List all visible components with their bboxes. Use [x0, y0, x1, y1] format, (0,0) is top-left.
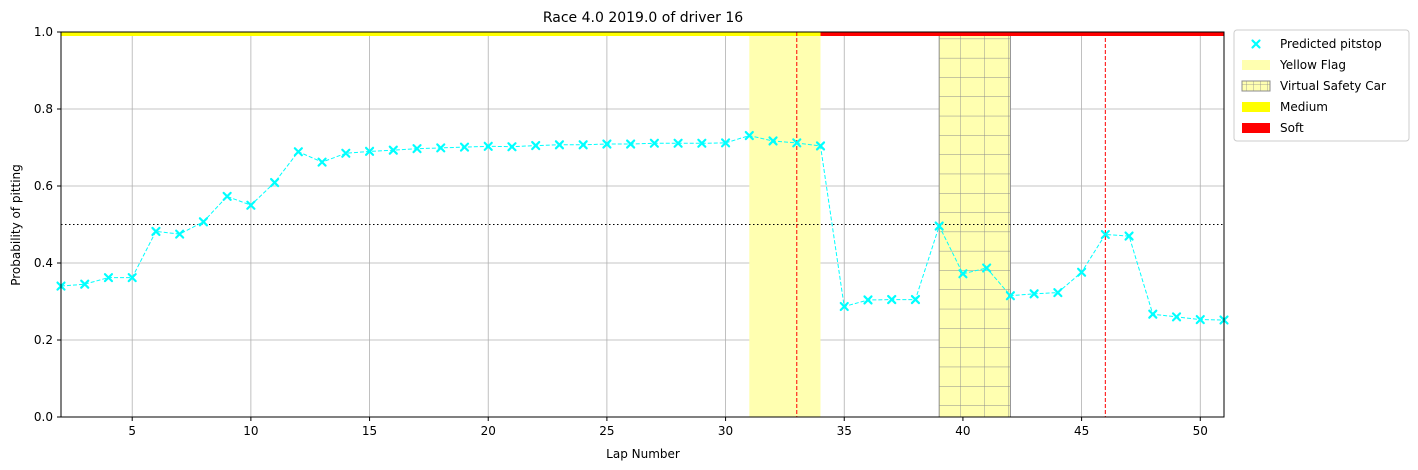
y-tick-label: 1.0 [34, 25, 53, 39]
plot-area: 5 10 15 20 25 30 35 40 45 50 0.0 0.2 0.4 0.6 0.8 1.0 [34, 25, 1229, 438]
x-tick-label: 40 [955, 424, 970, 438]
legend-swatch-virtual-safety-car [1241, 80, 1271, 92]
legend-label: Yellow Flag [1279, 58, 1346, 72]
x-tick-label: 25 [599, 424, 614, 438]
data-point [175, 229, 185, 239]
legend-label: Virtual Safety Car [1280, 79, 1386, 93]
data-point [1005, 291, 1015, 301]
data-point [483, 141, 493, 151]
data-point [103, 273, 114, 283]
data-point [720, 138, 731, 148]
legend-swatch-soft [1242, 123, 1270, 133]
data-point [1124, 231, 1134, 241]
data-point [198, 217, 209, 227]
data-point [863, 295, 873, 305]
y-tick-label: 0.4 [34, 256, 53, 270]
data-point [507, 142, 517, 152]
x-tick-label: 5 [128, 424, 136, 438]
legend-swatch-yellow-flag [1242, 60, 1270, 70]
x-tick-label: 35 [837, 424, 852, 438]
data-point [531, 140, 541, 151]
legend-marker-predicted-pitstop [1251, 39, 1261, 49]
data-point [151, 226, 161, 237]
y-tick-label: 0.6 [34, 179, 53, 193]
data-point [578, 140, 588, 150]
tyre-stint-medium [61, 32, 821, 36]
data-point [1195, 314, 1205, 325]
data-point [982, 263, 992, 273]
data-point [768, 136, 778, 146]
data-point [958, 269, 968, 279]
data-point [222, 191, 232, 201]
y-axis-label: Probability of pitting [9, 164, 23, 286]
data-point [887, 294, 897, 305]
data-point [744, 130, 754, 141]
series-line [60, 135, 1225, 321]
data-point [554, 140, 565, 150]
data-point [412, 144, 422, 154]
legend: Predicted pitstop Yellow Flag Virtual Safe… [1233, 29, 1410, 142]
data-point [459, 142, 470, 152]
x-tick-label: 45 [1074, 424, 1089, 438]
legend-frame [1233, 29, 1410, 142]
data-point [1171, 312, 1182, 322]
data-point [436, 143, 446, 153]
data-point [1100, 229, 1110, 240]
data-point [80, 279, 90, 289]
y-tick-label: 0.2 [34, 333, 53, 347]
axes-frame [60, 31, 1225, 418]
data-point [839, 301, 849, 312]
data-point [649, 138, 659, 148]
data-point [673, 138, 683, 148]
x-tick-label: 30 [718, 424, 733, 438]
x-tick-label: 10 [243, 424, 258, 438]
data-point [127, 273, 137, 283]
data-point [910, 294, 921, 305]
data-point [1029, 289, 1039, 299]
y-tick-label: 0.0 [34, 410, 53, 424]
data-point [364, 146, 375, 156]
y-tick-label: 0.8 [34, 102, 53, 116]
data-point [1148, 309, 1158, 319]
data-point [697, 138, 707, 148]
data-point [792, 138, 802, 148]
data-point [1053, 288, 1063, 298]
x-axis-label: Lap Number [606, 447, 680, 461]
data-point [246, 200, 256, 210]
data-point [602, 139, 612, 149]
legend-label: Predicted pitstop [1280, 37, 1382, 51]
data-point [934, 221, 944, 231]
data-point [1076, 267, 1087, 277]
data-point [270, 177, 280, 188]
data-point [388, 145, 398, 155]
chart-title: Race 4.0 2019.0 of driver 16 [543, 10, 743, 26]
x-tick-label: 50 [1193, 424, 1208, 438]
x-tick-label: 20 [481, 424, 496, 438]
tyre-stint-soft [820, 32, 1224, 36]
data-point [317, 157, 327, 167]
legend-swatch-medium [1242, 102, 1270, 112]
data-point [293, 147, 303, 157]
x-tick-label: 15 [362, 424, 377, 438]
legend-label: Soft [1280, 121, 1304, 135]
data-point [341, 148, 351, 158]
data-point [626, 139, 636, 149]
data-point [815, 141, 826, 151]
legend-label: Medium [1280, 100, 1328, 114]
